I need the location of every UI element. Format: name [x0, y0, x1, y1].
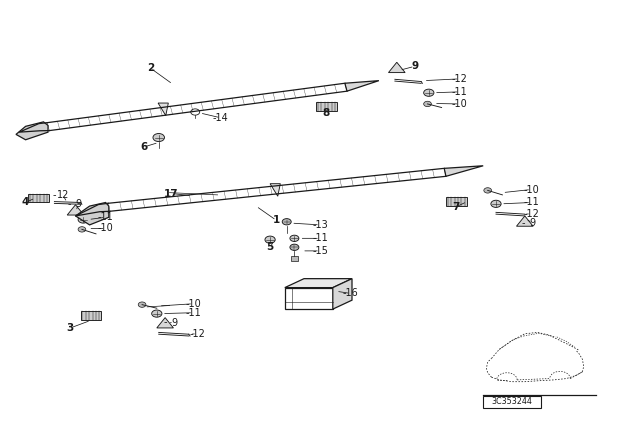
Text: -: -	[522, 218, 525, 228]
Text: 3C353244: 3C353244	[492, 397, 532, 406]
Circle shape	[290, 244, 299, 250]
Text: 9: 9	[75, 199, 81, 209]
Bar	[446, 197, 467, 206]
Bar	[28, 194, 49, 202]
Polygon shape	[270, 184, 280, 196]
Text: 12: 12	[56, 190, 69, 200]
Circle shape	[491, 200, 501, 207]
Circle shape	[138, 302, 146, 307]
Polygon shape	[158, 103, 168, 116]
Text: 5: 5	[266, 242, 274, 252]
Text: 4: 4	[22, 198, 29, 207]
Bar	[316, 102, 337, 111]
Polygon shape	[16, 122, 48, 140]
Polygon shape	[516, 216, 533, 226]
Circle shape	[265, 236, 275, 243]
Text: -13: -13	[312, 220, 328, 230]
Circle shape	[424, 89, 434, 96]
Text: 3: 3	[67, 323, 74, 333]
Text: -: -	[67, 199, 71, 209]
Text: -11: -11	[312, 233, 328, 243]
Circle shape	[424, 101, 431, 107]
Circle shape	[78, 216, 88, 223]
Text: -15: -15	[312, 246, 328, 256]
Text: -10: -10	[524, 185, 539, 194]
Text: 1: 1	[273, 215, 280, 225]
Text: 6: 6	[140, 142, 148, 152]
Text: -10: -10	[98, 224, 113, 233]
Polygon shape	[285, 279, 352, 288]
Bar	[81, 311, 101, 320]
Text: 9: 9	[529, 218, 536, 228]
Text: 2: 2	[147, 63, 154, 73]
Text: -14: -14	[213, 113, 228, 123]
Circle shape	[152, 310, 162, 317]
Text: -12: -12	[189, 329, 205, 339]
Polygon shape	[345, 81, 379, 91]
Text: -10: -10	[452, 99, 467, 109]
Text: 9: 9	[411, 61, 419, 71]
Polygon shape	[285, 288, 333, 309]
Text: 8: 8	[323, 108, 330, 118]
Text: -12: -12	[524, 209, 539, 219]
Text: 17: 17	[164, 189, 179, 198]
Polygon shape	[388, 62, 405, 73]
Text: 7: 7	[452, 202, 460, 212]
Text: -11: -11	[98, 212, 113, 222]
Text: -: -	[52, 190, 56, 200]
Circle shape	[484, 188, 492, 193]
Text: -11: -11	[452, 87, 467, 97]
Polygon shape	[67, 205, 84, 215]
Bar	[291, 256, 298, 261]
Bar	[483, 396, 541, 408]
Circle shape	[78, 227, 86, 232]
Circle shape	[153, 134, 164, 142]
Text: -11: -11	[186, 308, 201, 318]
Text: -10: -10	[186, 299, 201, 309]
Text: -: -	[163, 318, 167, 327]
Text: 9: 9	[171, 318, 177, 327]
Polygon shape	[444, 166, 483, 177]
Circle shape	[282, 219, 291, 225]
Polygon shape	[157, 318, 173, 328]
Text: -11: -11	[524, 198, 539, 207]
Polygon shape	[333, 279, 352, 309]
Polygon shape	[76, 202, 109, 225]
Text: -16: -16	[343, 289, 358, 298]
Text: -12: -12	[452, 74, 467, 84]
Circle shape	[290, 235, 299, 241]
